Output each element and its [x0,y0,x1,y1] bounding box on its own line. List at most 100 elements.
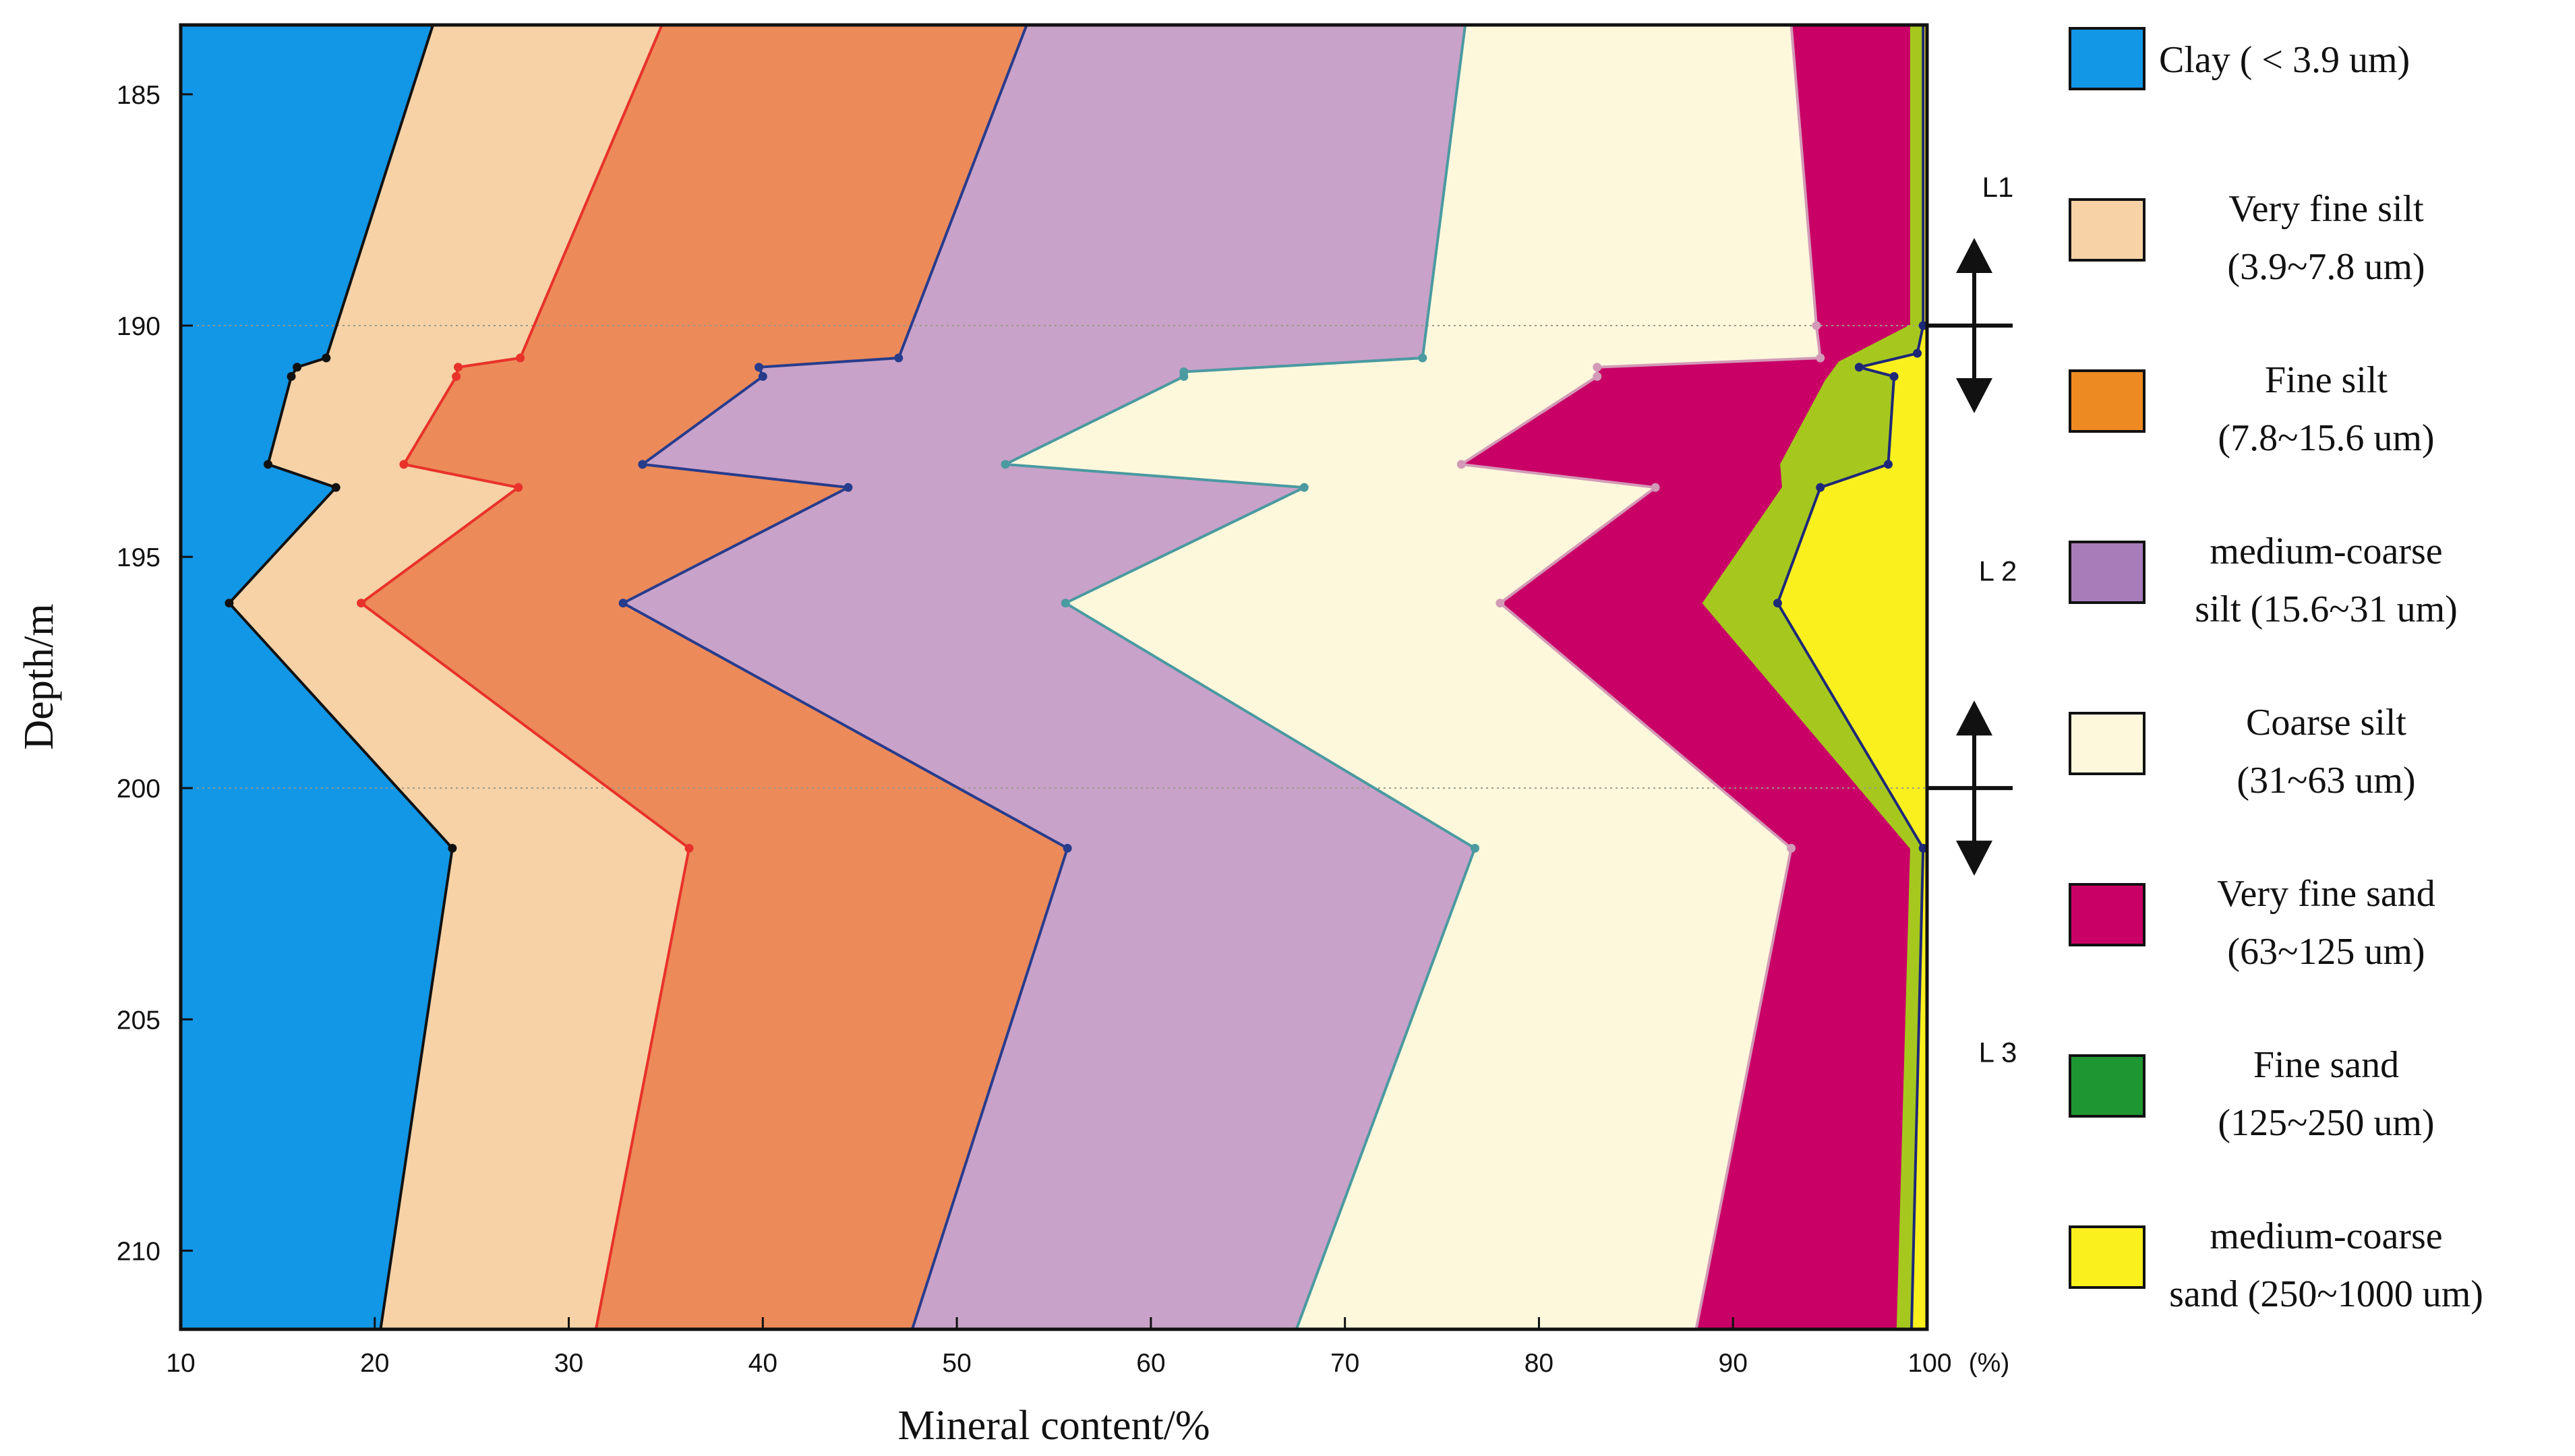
point-fine-silt-2 [754,363,764,372]
y-tick-label-195: 195 [117,543,160,572]
boundary-line-coarse-silt [1457,25,1822,1329]
legend-swatch [2069,1225,2145,1289]
x-tick-label-10: 10 [166,1349,195,1378]
x-axis-title: Mineral content/% [897,1403,1210,1449]
x-tick-label-90: 90 [1719,1349,1748,1378]
point-fine-silt-5 [843,483,853,492]
legend-label-line1: Very fine sand [2217,873,2435,915]
arrow-down-icon [1956,841,1992,876]
point-very-fine-silt-5 [514,483,523,492]
legend-label-line1: Very fine silt [2228,188,2424,230]
point-coarse-silt-7 [1496,599,1505,608]
arrow-down-icon [1956,378,1992,414]
point-coarse-silt-2 [1816,353,1825,363]
legend-label-line1: medium-coarse [2210,1215,2442,1257]
legend-item-1: Clay ( < 3.9 um) [2069,27,2410,90]
zone-annotations: L1 L 2 L 3 [1927,171,2017,1068]
area-fine-sand [1704,25,1924,1329]
point-fine-sand-5 [1883,460,1893,469]
point-fine-silt-1 [894,353,904,363]
y-tick-label-205: 205 [117,1006,160,1035]
cumulative-areas [181,25,1927,1329]
legend-swatch [2069,1054,2145,1118]
arrow-up-icon [1956,700,1992,736]
arrow-up-icon [1956,238,1992,274]
point-medium-coarse-silt-1 [1418,353,1427,363]
zone-label-l-2: L 2 [1979,555,2017,587]
area-very-fine-sand [1461,25,1912,1329]
point-medium-coarse-silt-3 [1179,371,1189,381]
point-fine-sand-6 [1816,483,1825,492]
legend-swatch [2069,883,2145,946]
point-coarse-silt-6 [1651,483,1660,492]
point-coarse-silt-3 [1593,363,1602,372]
legend-label-line1: Fine silt [2265,359,2388,401]
legend-swatch [2069,369,2145,433]
point-fine-silt-7 [1063,843,1072,853]
legend-item-4: medium-coarse silt (15.6~31 um) [2069,530,2458,630]
point-very-fine-silt-7 [684,843,694,853]
point-fine-sand-8 [1918,843,1927,853]
y-axis-title: Depth/m [16,604,62,750]
x-unit-label: (%) [1969,1349,2010,1378]
area-coarse-silt [1005,25,1821,1329]
y-tick-label-210: 210 [117,1237,160,1266]
legend-label-line1: medium-coarse [2210,530,2442,572]
legend-label-line2: (125~250 um) [2218,1102,2434,1144]
x-tick-label-80: 80 [1525,1349,1553,1378]
legend-label-line1: Fine sand [2253,1044,2399,1086]
point-clay-7 [448,843,457,853]
point-coarse-silt-4 [1593,371,1602,381]
point-fine-sand-4 [1889,371,1899,381]
legend-label-line2: sand (250~1000 um) [2169,1273,2483,1315]
x-tick-label-40: 40 [748,1349,777,1378]
plot-frame [179,23,1929,1331]
x-tick-label-50: 50 [942,1349,971,1378]
legend-label-line2: (31~63 um) [2237,760,2415,801]
boundary-line-very-fine-sand [1702,25,1913,1329]
y-tick-label-190: 190 [117,312,160,341]
legend-swatch [2069,712,2145,775]
point-medium-coarse-silt-4 [1001,460,1010,469]
legend-swatch [2069,541,2145,604]
area-medium-coarse-silt [623,25,1475,1329]
point-medium-coarse-silt-7 [1470,843,1479,853]
zone-label-l1: L1 [1982,171,2014,203]
x-tick-label-30: 30 [554,1349,583,1378]
y-axis-ticks: 185 190 195 200 205 210 [117,81,193,1266]
area-medium-coarse-sand [1777,25,1927,1329]
point-fine-silt-6 [618,599,628,608]
x-axis-ticks: 10 20 30 40 50 60 70 80 90 100 [166,1317,1952,1378]
x-tick-label-60: 60 [1136,1349,1165,1378]
legend-item-2: Very fine silt (3.9~7.8 um) [2069,188,2425,288]
boundary-lines [225,25,1927,1329]
point-fine-sand-7 [1773,599,1782,608]
legend-item-6: Very fine sand (63~125 um) [2069,873,2435,973]
x-tick-label-70: 70 [1330,1349,1359,1378]
legend-swatch [2069,198,2145,262]
boundary-line-fine-sand [1776,25,1925,1329]
legend-label-line2: (63~125 um) [2227,931,2425,973]
y-tick-label-200: 200 [117,775,160,803]
point-very-fine-silt-2 [454,363,463,372]
point-medium-coarse-silt-5 [1299,483,1309,492]
area-fine-silt [361,25,1068,1329]
point-medium-coarse-silt-6 [1061,599,1070,608]
point-very-fine-silt-6 [357,599,366,608]
y-tick-label-185: 185 [117,81,160,110]
point-fine-sand-2 [1913,348,1922,358]
legend-item-5: Coarse silt (31~63 um) [2069,702,2416,801]
legend-label-line2: (3.9~7.8 um) [2227,246,2425,288]
point-fine-sand-3 [1854,363,1864,372]
zone-label-l-3: L 3 [1979,1036,2017,1068]
legend-label-line2: (7.8~15.6 um) [2218,417,2434,459]
point-clay-6 [225,599,234,608]
point-fine-silt-3 [758,371,767,381]
point-clay-1 [322,353,331,363]
legend-swatch [2069,27,2145,90]
legend-item-8: medium-coarse sand (250~1000 um) [2069,1215,2483,1315]
legend-label: Clay ( < 3.9 um) [2159,39,2410,81]
legend: Clay ( < 3.9 um) Very fine silt (3.9~7.8 u… [2069,27,2483,1315]
legend-item-7: Fine sand (125~250 um) [2069,1044,2435,1144]
